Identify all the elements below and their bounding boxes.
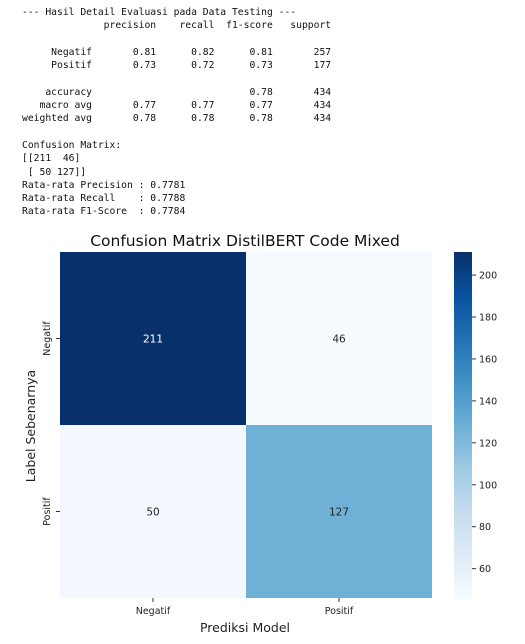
colorbar [454, 252, 472, 598]
cell-value-label: 127 [329, 507, 349, 519]
colorbar-tick-label: 80 [479, 522, 491, 533]
colorbar-tick-label: 140 [479, 396, 497, 407]
report-line: Confusion Matrix: [22, 139, 122, 151]
report-line [22, 72, 331, 85]
y-tick-label: Positif [42, 497, 53, 526]
colorbar-tick-label: 200 [479, 271, 497, 282]
cell-value-label: 211 [143, 334, 163, 346]
x-tick-label: Negatif [136, 606, 171, 617]
colorbar-tick-label: 160 [479, 354, 497, 365]
cell-value-label: 50 [146, 507, 159, 519]
report-line: Rata-rata Precision : 0.7781 [22, 179, 186, 191]
report-line: --- Hasil Detail Evaluasi pada Data Test… [22, 7, 297, 18]
cell-value-label: 46 [332, 334, 346, 346]
report-line: Negatif 0.81 0.82 0.81 257 [22, 46, 332, 58]
report-line: precision recall f1-score support [22, 20, 332, 32]
evaluation-report-output: --- Hasil Detail Evaluasi pada Data Test… [22, 6, 331, 219]
heatmap-cell [246, 252, 432, 425]
report-line: Rata-rata Recall : 0.7788 [22, 193, 186, 205]
report-line: accuracy 0.78 434 [22, 86, 332, 98]
report-line: weighted avg 0.78 0.78 0.78 434 [22, 113, 332, 125]
x-tick-label: Positif [325, 606, 354, 617]
y-tick-label: Negatif [42, 321, 53, 356]
heatmap-cell [60, 252, 246, 425]
confusion-matrix-heatmap: Confusion Matrix DistilBERT Code Mixed 2… [23, 232, 497, 635]
colorbar-tick-label: 180 [479, 313, 497, 324]
report-line: macro avg 0.77 0.77 0.77 434 [22, 100, 332, 112]
x-axis-label: Prediksi Model [200, 620, 290, 635]
report-line [22, 126, 331, 139]
report-line: Positif 0.73 0.72 0.73 177 [22, 60, 332, 72]
heatmap-cells: 211 46 50 127 [60, 252, 432, 598]
report-line: [[211 46] [22, 153, 81, 165]
heatmap-cell [60, 425, 246, 598]
colorbar-tick-label: 120 [479, 438, 497, 449]
chart-title: Confusion Matrix DistilBERT Code Mixed [90, 232, 400, 250]
report-line: Rata-rata F1-Score : 0.7784 [22, 206, 186, 218]
colorbar-tick-label: 60 [479, 564, 491, 575]
report-line [22, 33, 331, 46]
report-line: [ 50 127]] [22, 166, 87, 178]
y-axis-label: Label Sebenarnya [23, 370, 38, 482]
colorbar-tick-label: 100 [479, 480, 497, 491]
heatmap-cell [246, 425, 432, 598]
colorbar-ticks: 60 80 100 120 140 160 180 200 [472, 271, 497, 575]
